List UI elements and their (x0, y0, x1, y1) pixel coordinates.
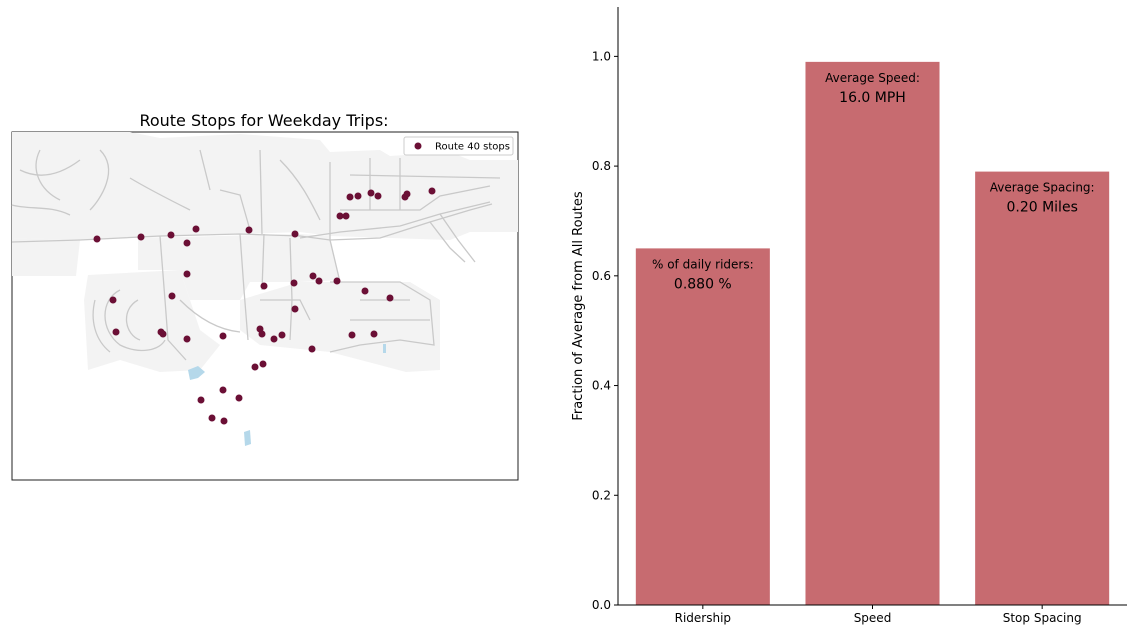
route-stop-marker (270, 335, 278, 343)
y-axis: 0.0 0.2 0.4 0.6 0.8 1.0 (592, 7, 619, 612)
map-legend: Route 40 stops (403, 136, 514, 156)
y-tick-label: 0.6 (592, 269, 611, 283)
bar-annotation-label: Average Spacing: (990, 181, 1095, 195)
legend-label: Route 40 stops (435, 142, 510, 153)
bar-chart-svg: % of daily riders: 0.880 % Average Speed: 1… (571, 7, 1127, 625)
route-stop-marker (251, 363, 259, 371)
bar-stop-spacing (975, 171, 1110, 605)
route-stop-marker (258, 330, 266, 338)
route-stop-marker (197, 396, 205, 404)
route-stop-marker (109, 296, 117, 304)
route-stop-marker (367, 189, 375, 197)
route-stop-marker (336, 212, 344, 220)
x-axis: Ridership Speed Stop Spacing (618, 604, 1127, 625)
route-stop-marker (315, 277, 323, 285)
route-stop-marker (159, 330, 167, 338)
route-stop-marker (93, 235, 101, 243)
route-stop-marker (260, 282, 268, 290)
route-stop-marker (291, 305, 299, 313)
y-axis-label: Fraction of Average from All Routes (571, 191, 586, 421)
route-stops (93, 187, 436, 425)
land-area (12, 132, 518, 372)
route-stop-marker (374, 192, 382, 200)
x-tick-label: Speed (854, 611, 892, 625)
bar-annotation-value: 0.880 % (674, 276, 732, 292)
route-stop-marker (333, 277, 341, 285)
y-tick-label: 0.0 (592, 598, 611, 612)
bar-group: % of daily riders: 0.880 % Average Speed: 1… (635, 61, 1110, 606)
map-title: Route Stops for Weekday Trips: (139, 111, 388, 130)
route-stop-marker (192, 225, 200, 233)
route-stop-marker (112, 328, 120, 336)
route-stop-marker (309, 272, 317, 280)
x-tick-label: Ridership (675, 611, 731, 625)
route-stop-marker (168, 292, 176, 300)
bar-ridership (635, 248, 770, 605)
route-stop-marker (346, 193, 354, 201)
route-stop-marker (348, 331, 356, 339)
legend-marker (414, 142, 422, 150)
route-stop-marker (183, 270, 191, 278)
y-tick-label: 0.4 (592, 379, 611, 393)
route-stop-marker (428, 187, 436, 195)
route-stop-marker (183, 335, 191, 343)
route-stop-marker (219, 332, 227, 340)
route-map-panel: Route Stops for Weekday Trips: Route 40 … (0, 0, 540, 632)
route-stop-marker (220, 417, 228, 425)
route-stop-marker (361, 287, 369, 295)
bar-annotation-label: % of daily riders: (652, 257, 754, 271)
bar-annotation-value: 0.20 Miles (1006, 200, 1077, 216)
y-tick-label: 0.2 (592, 488, 611, 502)
route-stop-marker (208, 414, 216, 422)
route-stop-marker (290, 279, 298, 287)
bar-annotation-value: 16.0 MPH (839, 90, 906, 106)
route-stop-marker (354, 192, 362, 200)
y-tick-label: 1.0 (592, 49, 611, 63)
y-tick-label: 0.8 (592, 159, 611, 173)
route-stop-marker (308, 345, 316, 353)
route-stop-marker (291, 230, 299, 238)
route-stop-marker (403, 190, 411, 198)
bar-chart-panel: % of daily riders: 0.880 % Average Speed: 1… (560, 0, 1133, 632)
route-stop-marker (245, 226, 253, 234)
route-stop-marker (167, 231, 175, 239)
route-stop-marker (183, 239, 191, 247)
street-network (11, 149, 501, 361)
water-bodies (188, 344, 386, 446)
route-stop-marker (386, 294, 394, 302)
bar-annotation-label: Average Speed: (825, 71, 920, 85)
route-stop-marker (137, 233, 145, 241)
route-stop-marker (235, 394, 243, 402)
bar-speed (805, 61, 940, 606)
route-stop-marker (259, 360, 267, 368)
route-stop-marker (342, 212, 350, 220)
route-stop-marker (370, 330, 378, 338)
route-stop-marker (278, 331, 286, 339)
route-stop-marker (219, 386, 227, 394)
x-tick-label: Stop Spacing (1003, 611, 1082, 625)
route-map-svg: Route Stops for Weekday Trips: Route 40 … (11, 111, 519, 481)
